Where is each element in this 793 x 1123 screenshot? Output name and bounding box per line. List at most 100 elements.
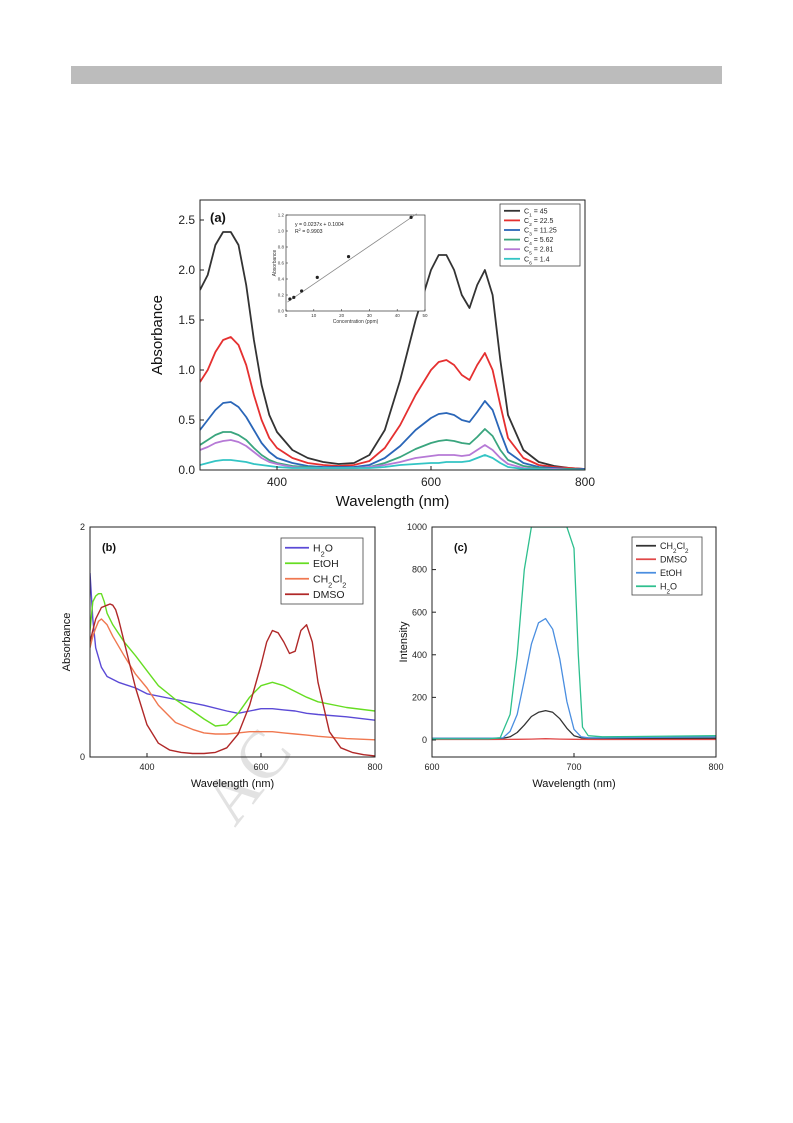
legend-entry-5: C6 = 1.4 [524, 256, 550, 266]
inset-point [315, 275, 319, 279]
inset-point [346, 255, 351, 259]
y-tick-label: 800 [412, 565, 427, 575]
y-tick-label: 200 [412, 693, 427, 703]
x-tick-label: 600 [424, 762, 439, 772]
y-tick-label: 400 [412, 650, 427, 660]
x-tick-label: 800 [575, 475, 595, 489]
series-line-3 [432, 527, 716, 740]
y-tick-label: 1.5 [178, 313, 195, 327]
inset-y-tick-label: 0.4 [278, 277, 285, 282]
inset-x-tick-label: 0 [285, 313, 288, 318]
x-tick-label: 700 [566, 762, 581, 772]
series-line-0 [90, 572, 375, 721]
inset-plot: 0 10 20 30 40 50 0.0 0.2 0.4 0.6 0.8 1.0 1.2 Concentr… [272, 213, 428, 326]
inset-x-tick-label: 50 [422, 313, 428, 318]
series-line-2 [432, 617, 716, 739]
chart-panel-2: 600 700 800 0 200 400 600 800 1000 Wavelength (nm… [398, 522, 724, 790]
panel-label: (b) [102, 542, 116, 554]
legend-box [631, 536, 703, 596]
panel-label: (c) [454, 542, 468, 554]
series-group [200, 231, 585, 470]
chart-panel-1: 400 600 800 0 2 Wavelength (nm) Absorbance (b) H… [61, 522, 383, 790]
inset-x-tick-label: 10 [311, 313, 317, 318]
inset-point [292, 295, 296, 299]
legend-box [499, 203, 581, 267]
y-tick-label: 0 [80, 752, 85, 762]
inset-equation: y = 0.0237x + 0.1004 [295, 222, 344, 228]
y-tick-label: 2.0 [178, 263, 195, 277]
series-group [90, 572, 375, 757]
y-axis-label: Intensity [398, 621, 410, 662]
legend-entry-4: C5 = 2.81 [524, 247, 554, 257]
inset-y-tick-label: 1.2 [278, 213, 285, 218]
series-line-1 [200, 336, 585, 470]
inset-point [288, 297, 292, 301]
series-line-2 [200, 400, 585, 470]
inset-x-tick-label: 20 [339, 313, 345, 318]
series-line-5 [200, 454, 585, 470]
y-tick-label: 0 [422, 735, 427, 745]
y-tick-label: 0.5 [178, 413, 195, 427]
inset-fit-line [287, 213, 417, 303]
plot-frame [89, 526, 376, 758]
inset-frame [285, 214, 426, 312]
x-tick-label: 800 [708, 762, 723, 772]
inset-point [300, 289, 304, 293]
y-axis-label: Absorbance [149, 295, 166, 375]
legend-entry-1: C2 = 22.5 [524, 218, 554, 228]
legend-entry-3: DMSO [313, 589, 345, 601]
x-tick-label: 600 [253, 762, 268, 772]
y-axis-label: Absorbance [61, 613, 73, 672]
inset-x-tick-label: 30 [367, 313, 373, 318]
legend-entry-0: C1 = 45 [524, 208, 548, 218]
legend-entry-1: DMSO [660, 554, 687, 564]
series-line-2 [90, 618, 375, 741]
legend-entry-3: H2O [660, 581, 677, 595]
legend-entry-2: C3 = 11.25 [524, 227, 557, 237]
panel-label: (a) [210, 210, 226, 225]
x-tick-label: 400 [267, 475, 287, 489]
legend-entry-3: C4 = 5.62 [524, 237, 554, 247]
x-tick-label: 400 [139, 762, 154, 772]
legend-entry-1: EtOH [313, 558, 339, 570]
inset-y-tick-label: 1.0 [278, 229, 285, 234]
plot-frame [199, 199, 586, 471]
series-group [432, 527, 716, 741]
series-line-1 [432, 738, 716, 741]
header-bar [71, 66, 722, 84]
series-line-1 [90, 593, 375, 727]
inset-r-squared: R2 = 0.9903 [295, 228, 323, 235]
y-tick-label: 1.0 [178, 363, 195, 377]
series-line-4 [200, 439, 585, 470]
inset-y-tick-label: 0.2 [278, 293, 285, 298]
inset-x-tick-label: 40 [395, 313, 401, 318]
legend-entry-0: H2O [313, 542, 333, 558]
y-tick-label: 2.5 [178, 213, 195, 227]
series-line-3 [200, 428, 585, 470]
legend-entry-0: CH2Cl2 [660, 541, 689, 555]
y-tick-label: 2 [80, 522, 85, 532]
y-tick-label: 600 [412, 607, 427, 617]
x-axis-label: Wavelength (nm) [336, 493, 450, 510]
y-tick-label: 0.0 [178, 463, 195, 477]
inset-y-tick-label: 0.6 [278, 261, 285, 266]
legend-entry-2: EtOH [660, 568, 682, 578]
x-tick-label: 800 [367, 762, 382, 772]
y-tick-label: 1000 [407, 522, 427, 532]
series-line-3 [90, 603, 375, 757]
x-tick-label: 600 [421, 475, 441, 489]
x-axis-label: Wavelength (nm) [532, 778, 615, 790]
inset-y-tick-label: 0.8 [278, 245, 285, 250]
inset-y-axis-label: Absorbance [272, 249, 278, 276]
legend-box [280, 537, 364, 605]
x-axis-label: Wavelength (nm) [191, 778, 274, 790]
series-line-0 [432, 709, 716, 739]
inset-x-axis-label: Concentration (ppm) [333, 319, 379, 325]
series-line-0 [200, 231, 585, 470]
inset-point [409, 215, 413, 219]
